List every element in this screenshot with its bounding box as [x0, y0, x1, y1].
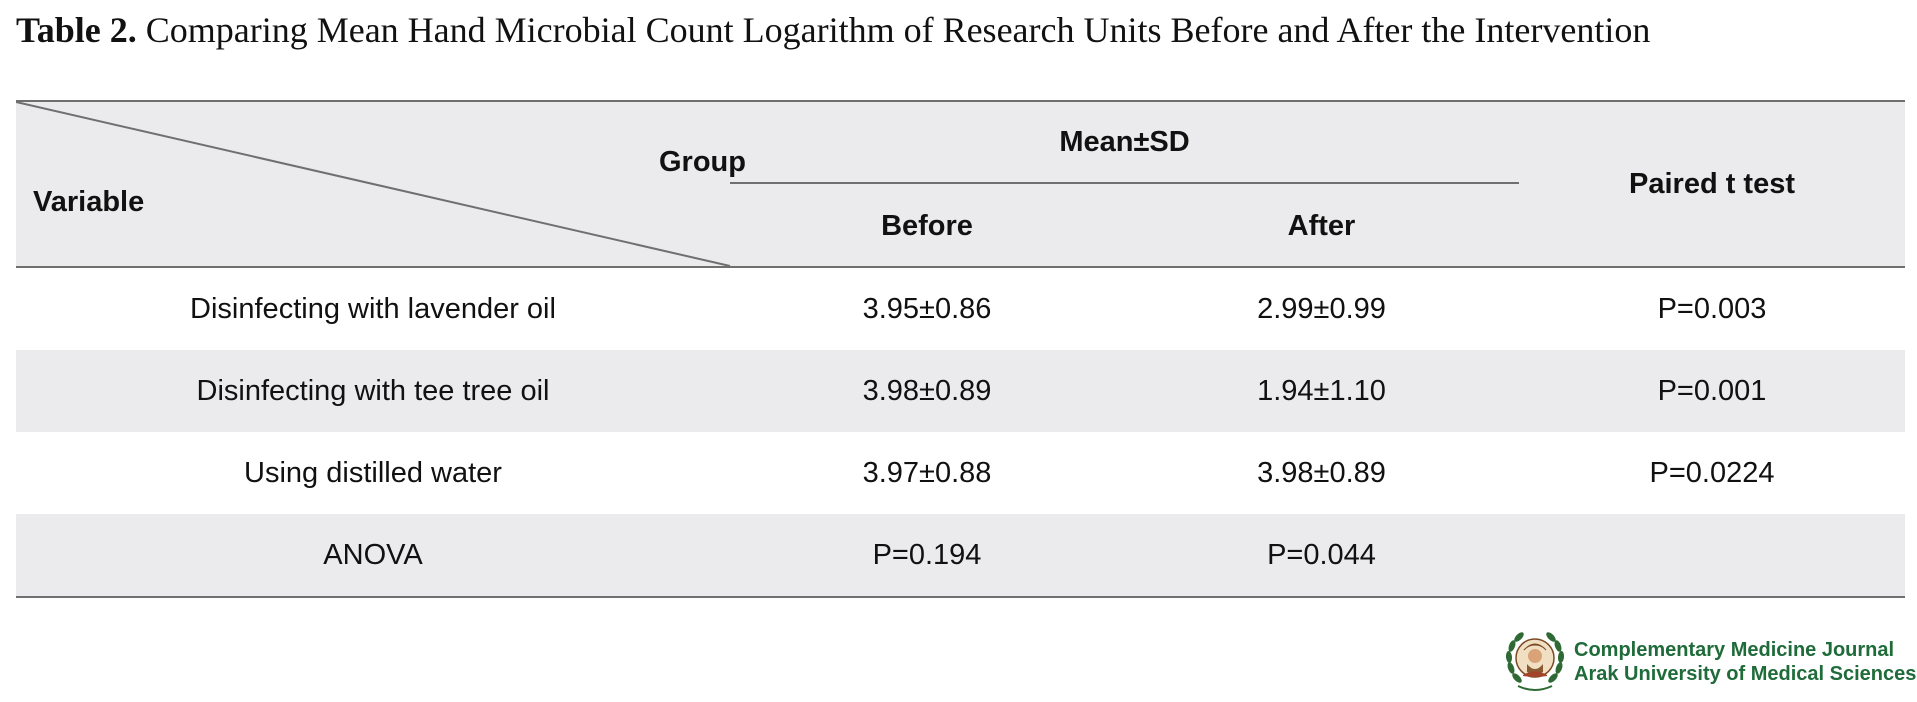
stripe-band — [16, 350, 1905, 432]
table-cell-before: 3.98±0.89 — [862, 374, 992, 407]
table-cell-after: P=0.044 — [1267, 538, 1376, 571]
table-cell-variable: ANOVA — [323, 538, 423, 571]
table-cell-before: P=0.194 — [872, 538, 982, 571]
table-cell-paired: P=0.0224 — [1649, 456, 1775, 489]
header-group: Group — [659, 145, 746, 178]
table-label: Table 2. — [16, 10, 137, 50]
header-divider-lines — [16, 101, 1519, 267]
diagonal-split-line — [16, 101, 731, 267]
stripe-band — [16, 514, 1905, 596]
table-cell-after: 1.94±1.10 — [1257, 374, 1386, 407]
journal-logo: Complementary Medicine Journal Arak Univ… — [1502, 628, 1916, 694]
journal-logo-text: Complementary Medicine Journal Arak Univ… — [1574, 638, 1916, 686]
table-cell-variable: Disinfecting with tee tree oil — [196, 374, 550, 407]
table-cell-paired: P=0.001 — [1657, 374, 1767, 407]
bottom-rule — [16, 596, 1905, 598]
header-mean-sd: Mean±SD — [1059, 125, 1190, 158]
table-cell-after: 3.98±0.89 — [1257, 456, 1386, 489]
table-cell-variable: Using distilled water — [244, 456, 502, 489]
header-variable: Variable — [33, 185, 145, 218]
table-title: Table 2. Comparing Mean Hand Microbial C… — [16, 8, 1650, 52]
header-before: Before — [881, 209, 973, 242]
table-cell-before: 3.95±0.86 — [862, 292, 992, 325]
table-cell-paired: P=0.003 — [1657, 292, 1767, 325]
results-table: Variable Group Mean±SD Before After Pair… — [16, 100, 1905, 598]
laurel-portrait-emblem-icon — [1505, 632, 1565, 691]
header-after: After — [1287, 209, 1356, 242]
table-cell-before: 3.97±0.88 — [862, 456, 992, 489]
university-name: Arak University of Medical Sciences — [1574, 663, 1917, 685]
header-rule — [16, 266, 1905, 268]
table-cell-after: 2.99±0.99 — [1257, 292, 1386, 325]
table-caption: Comparing Mean Hand Microbial Count Loga… — [145, 10, 1651, 50]
table-cell-paired — [1519, 514, 1905, 596]
table-cell-variable: Disinfecting with lavender oil — [190, 292, 556, 325]
top-rule — [16, 100, 1905, 102]
journal-name: Complementary Medicine Journal — [1574, 639, 1895, 661]
header-paired-t-test: Paired t test — [1629, 167, 1795, 200]
